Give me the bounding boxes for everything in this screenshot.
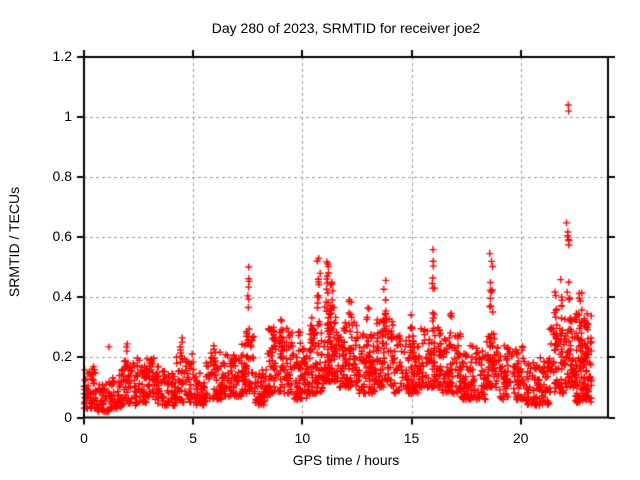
y-tick-label: 0.4 — [52, 288, 72, 305]
x-tick-label: 5 — [189, 429, 198, 446]
y-tick-label: 1 — [64, 108, 72, 125]
x-tick-label: 15 — [403, 429, 420, 446]
y-tick-label: 0.2 — [52, 348, 72, 365]
x-axis-label: GPS time / hours — [292, 452, 400, 468]
y-tick-label: 1.2 — [52, 48, 72, 64]
y-tick-label: 0.6 — [52, 228, 72, 245]
y-tick-label: 0 — [64, 408, 72, 425]
x-tick-label: 10 — [294, 429, 311, 446]
x-tick-label: 0 — [80, 429, 88, 446]
chart-title: Day 280 of 2023, SRMTID for receiver joe… — [211, 20, 481, 36]
y-tick-label: 0.8 — [52, 168, 72, 185]
x-tick-label: 20 — [512, 429, 529, 446]
